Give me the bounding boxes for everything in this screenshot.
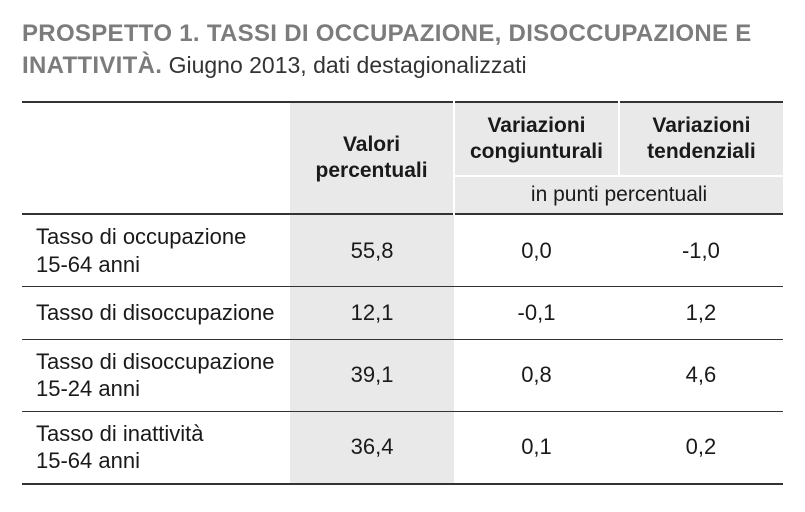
cell-value: 55,8 <box>290 214 454 287</box>
header-blank <box>22 102 290 215</box>
subheader-punti: in punti percentuali <box>454 176 783 214</box>
header-congiunturali: Variazioni congiunturali <box>454 102 619 177</box>
cell-value: -1,0 <box>619 214 783 287</box>
cell-value: 0,2 <box>619 411 783 484</box>
row-label: Tasso di occupazione 15-64 anni <box>22 214 290 287</box>
row-label-line1: Tasso di inattività <box>36 421 204 446</box>
row-label-line2: 15-24 anni <box>36 376 140 401</box>
cell-value: 1,2 <box>619 287 783 340</box>
header-valori: Valori percentuali <box>290 102 454 215</box>
cell-value: 0,1 <box>454 411 619 484</box>
cell-value: 4,6 <box>619 339 783 411</box>
row-label-line1: Tasso di disoccupazione <box>36 349 274 374</box>
row-label-line1: Tasso di occupazione <box>36 224 246 249</box>
row-label-line2: 15-64 anni <box>36 252 140 277</box>
cell-value: 0,8 <box>454 339 619 411</box>
cell-value: -0,1 <box>454 287 619 340</box>
cell-value: 12,1 <box>290 287 454 340</box>
table-title: PROSPETTO 1. TASSI DI OCCUPAZIONE, DISOC… <box>22 18 783 83</box>
row-label: Tasso di inattività 15-64 anni <box>22 411 290 484</box>
header-tendenziali: Variazioni tendenziali <box>619 102 783 177</box>
cell-value: 0,0 <box>454 214 619 287</box>
row-label: Tasso di disoccupazione 15-24 anni <box>22 339 290 411</box>
data-table: Valori percentuali Variazioni congiuntur… <box>22 101 783 485</box>
cell-value: 36,4 <box>290 411 454 484</box>
title-regular: Giugno 2013, dati destagionalizzati <box>162 52 526 78</box>
row-label-line2: 15-64 anni <box>36 448 140 473</box>
row-label: Tasso di disoccupazione <box>22 287 290 340</box>
cell-value: 39,1 <box>290 339 454 411</box>
row-label-line1: Tasso di disoccupazione <box>36 300 274 325</box>
